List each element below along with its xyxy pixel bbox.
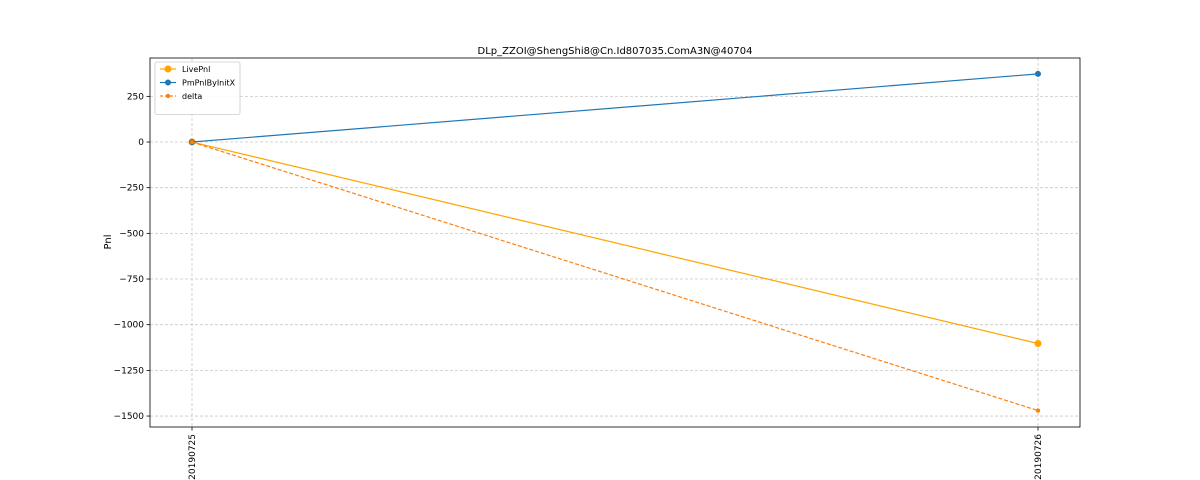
chart-title: DLp_ZZOI@ShengShi8@Cn.Id807035.ComA3N@40… (478, 46, 753, 57)
y-tick-label: −500 (119, 229, 144, 239)
y-tick-label: −250 (119, 184, 144, 194)
x-tick-label: 20190725 (188, 434, 198, 480)
y-tick-label: −1000 (114, 321, 145, 331)
series-line-delta (191, 141, 1039, 412)
series-layer (188, 70, 1042, 413)
y-tick-label: 250 (127, 92, 144, 102)
data-point-delta (189, 139, 195, 145)
series-line-PmPnlByInitX (191, 73, 1039, 143)
legend: LivePnl PmPnlByInitX delta (154, 61, 241, 115)
x-tick-label: 20190726 (1034, 434, 1044, 480)
y-axis-label: Pnl (103, 235, 114, 250)
legend-box (154, 61, 241, 115)
legend-marker-LivePnl (164, 65, 172, 73)
legend-marker-delta (165, 93, 171, 99)
y-tick-label: −1250 (114, 366, 145, 376)
legend-label-LivePnl: LivePnl (182, 65, 210, 74)
y-tick-label: −750 (119, 275, 144, 285)
legend-label-delta: delta (182, 92, 202, 101)
data-point-LivePnl (1034, 340, 1042, 348)
legend-marker-PmPnlByInitX (165, 79, 171, 86)
legend-label-PmPnlByInitX: PmPnlByInitX (182, 79, 236, 88)
axis-layer: 250 0 −250 −500 −750 −1000 −1250 −1500 20190725 2… (114, 92, 1044, 479)
grid-layer (150, 58, 1080, 427)
data-point-delta (1035, 408, 1041, 413)
plot-frame (149, 57, 1081, 428)
series-line-LivePnl (191, 141, 1039, 345)
data-point-PmPnlByInitX (1035, 70, 1041, 77)
y-tick-label: 0 (138, 138, 144, 148)
y-tick-label: −1500 (114, 412, 145, 422)
